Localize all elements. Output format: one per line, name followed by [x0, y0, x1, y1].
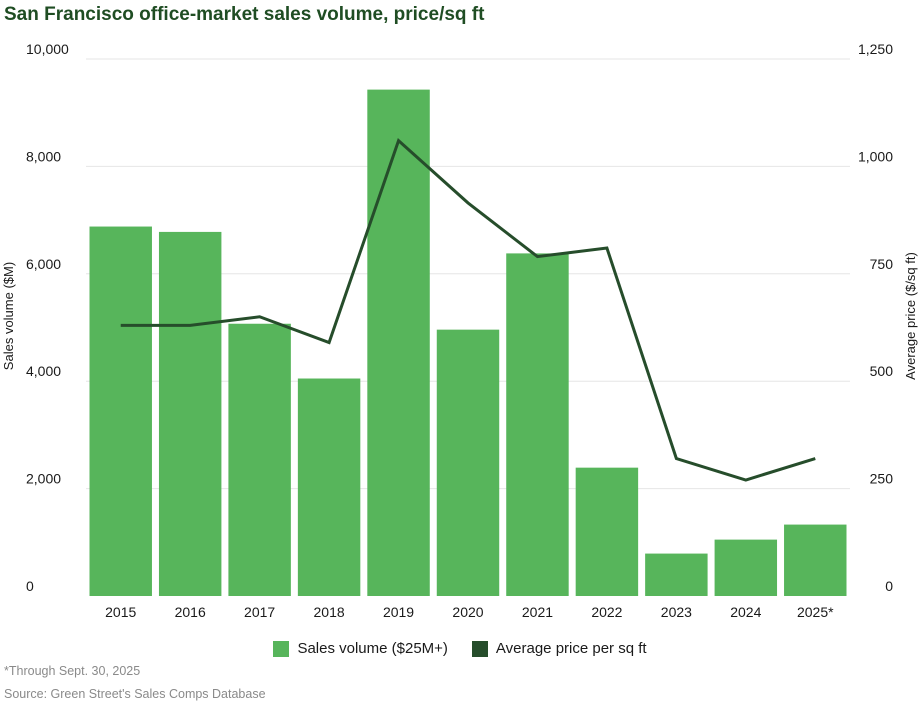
bar-2016 — [158, 231, 222, 596]
x-tick-label: 2018 — [314, 604, 345, 620]
bar-2025 — [784, 524, 847, 596]
right-tick-label: 750 — [870, 256, 894, 272]
x-tick-label: 2023 — [661, 604, 692, 620]
x-tick-label: 2015 — [105, 604, 136, 620]
legend-swatch-bar — [273, 640, 290, 657]
bar-2024 — [714, 539, 778, 596]
x-tick-label: 2016 — [175, 604, 206, 620]
left-tick-label: 0 — [26, 578, 34, 594]
x-tick-label: 2021 — [522, 604, 553, 620]
x-tick-label: 2024 — [730, 604, 761, 620]
right-tick-label: 1,250 — [858, 41, 893, 57]
legend-label-price: Average price per sq ft — [495, 640, 647, 657]
left-tick-label: 6,000 — [26, 256, 61, 272]
x-axis-ticks: 2015 2016 2017 2018 2019 2020 2021 2022 2023 2024… — [105, 604, 834, 620]
x-tick-label: 2025* — [797, 604, 834, 620]
right-axis-ticks: 0 250 500 750 1,000 1,250 — [858, 41, 893, 594]
legend: Sales volume ($25M+) Average price per s… — [0, 640, 920, 657]
bar-2020 — [436, 329, 500, 596]
x-tick-label: 2022 — [591, 604, 622, 620]
left-tick-label: 10,000 — [26, 41, 69, 57]
legend-item-sales-volume: Sales volume ($25M+) — [273, 640, 448, 657]
bar-2018 — [297, 378, 361, 596]
legend-swatch-line — [471, 640, 488, 657]
right-tick-label: 500 — [870, 363, 894, 379]
left-tick-label: 2,000 — [26, 471, 61, 487]
right-tick-label: 0 — [885, 578, 893, 594]
left-tick-label: 8,000 — [26, 148, 61, 164]
bar-2015 — [89, 226, 152, 596]
bar-2022 — [575, 467, 639, 596]
bar-2023 — [645, 553, 708, 596]
right-tick-label: 250 — [870, 471, 894, 487]
right-axis-label: Average price ($/sq ft) — [903, 252, 918, 380]
legend-item-price: Average price per sq ft — [471, 640, 647, 657]
bar-2021 — [506, 253, 569, 597]
left-axis-ticks: 0 2,000 4,000 6,000 8,000 10,000 — [26, 41, 69, 594]
source-note: Source: Green Street's Sales Comps Datab… — [4, 687, 266, 701]
chart-svg: 0 2,000 4,000 6,000 8,000 10,000 0 250 500 750 1,… — [1, 41, 918, 620]
x-tick-label: 2017 — [244, 604, 275, 620]
right-tick-label: 1,000 — [858, 148, 893, 164]
bar-2017 — [228, 323, 291, 596]
left-tick-label: 4,000 — [26, 363, 61, 379]
legend-label-sales-volume: Sales volume ($25M+) — [297, 640, 448, 657]
price-line — [120, 137, 816, 482]
x-tick-label: 2019 — [383, 604, 414, 620]
chart-title: San Francisco office-market sales volume… — [4, 4, 485, 25]
bar-2019 — [367, 89, 430, 596]
footnote: *Through Sept. 30, 2025 — [4, 664, 141, 678]
x-tick-label: 2020 — [452, 604, 483, 620]
bars — [89, 89, 847, 597]
left-axis-label: Sales volume ($M) — [1, 262, 16, 370]
